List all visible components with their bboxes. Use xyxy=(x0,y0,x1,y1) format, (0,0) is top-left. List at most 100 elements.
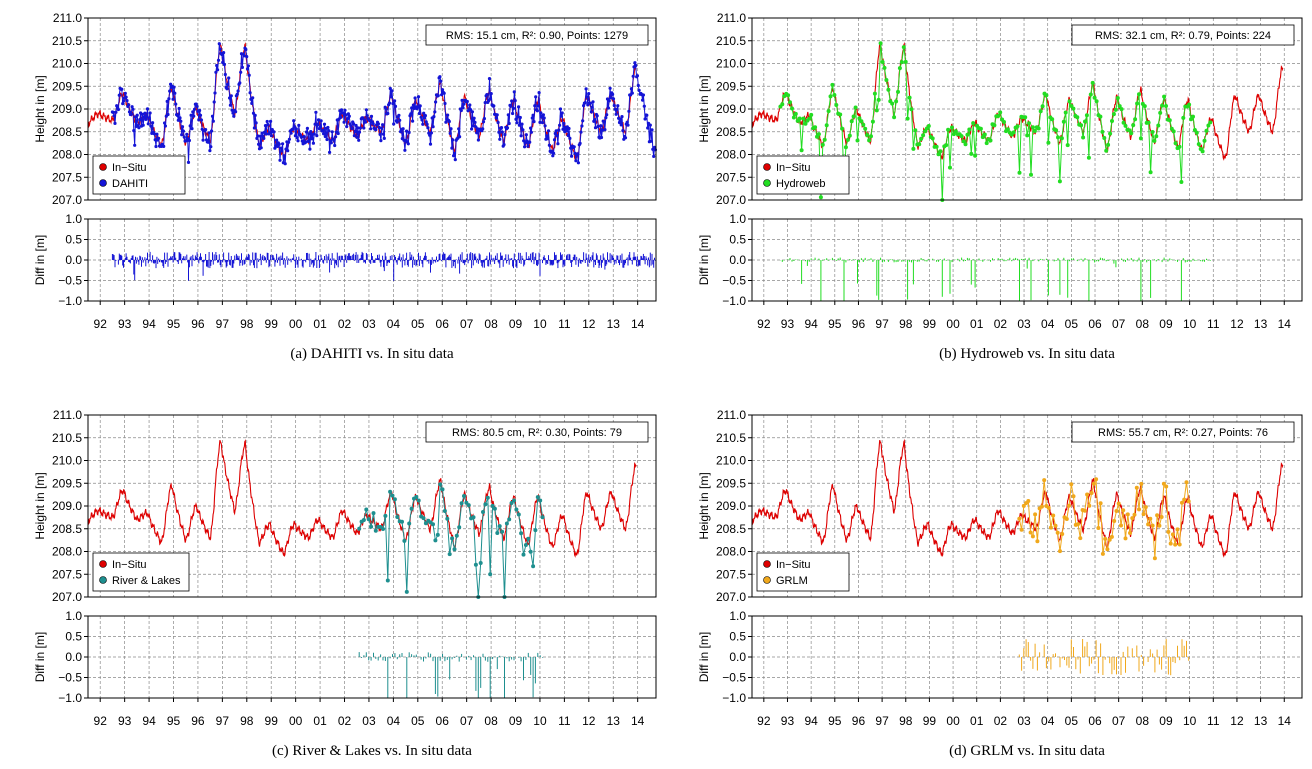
stats-text: RMS: 80.5 cm, R²: 0.30, Points: 79 xyxy=(452,427,622,439)
data-point xyxy=(216,68,219,71)
data-point xyxy=(531,116,534,119)
x-tick-label: 02 xyxy=(994,317,1008,331)
x-tick-label: 95 xyxy=(828,317,842,331)
data-point xyxy=(1205,129,1209,133)
data-point xyxy=(825,123,829,127)
data-point xyxy=(973,154,977,158)
y-tick-label: 211.0 xyxy=(717,408,746,422)
data-point xyxy=(283,154,286,157)
data-point xyxy=(316,123,319,126)
data-point xyxy=(526,537,530,541)
data-point xyxy=(794,112,798,116)
data-point xyxy=(1185,480,1189,484)
series-altimetry-points xyxy=(357,482,544,599)
y-tick-label: −1.0 xyxy=(58,294,82,308)
data-point xyxy=(510,99,513,102)
y-tick-label: 210.0 xyxy=(716,454,746,468)
chart-panel-2: 207.0207.5208.0208.5209.0209.5210.0210.5… xyxy=(697,11,1302,362)
data-point xyxy=(412,104,415,107)
data-point xyxy=(1131,123,1135,127)
y-tick-label: 0.0 xyxy=(729,650,746,664)
data-point xyxy=(114,111,117,114)
panel-caption: (d) GRLM vs. In situ data xyxy=(949,743,1105,759)
y-tick-label: 207.0 xyxy=(716,193,746,207)
data-point xyxy=(448,552,452,556)
data-point xyxy=(609,87,612,90)
data-point xyxy=(172,98,175,101)
data-point xyxy=(249,91,252,94)
legend-label-altimetry: DAHITI xyxy=(112,178,148,190)
data-point xyxy=(457,525,461,529)
data-point xyxy=(817,132,821,136)
data-point xyxy=(585,87,588,90)
data-point xyxy=(627,110,630,113)
data-point xyxy=(620,115,623,118)
y-tick-label: 0.5 xyxy=(729,630,746,644)
data-point xyxy=(1178,145,1182,149)
data-point xyxy=(969,152,973,156)
data-point xyxy=(212,120,215,123)
data-point xyxy=(881,60,885,64)
data-point xyxy=(560,115,563,118)
data-point xyxy=(383,514,387,518)
y-axis-label-diff: Diff in [m] xyxy=(33,235,47,285)
data-point xyxy=(1152,139,1156,143)
data-point xyxy=(457,127,460,130)
data-point xyxy=(178,107,181,110)
legend: In−SituDAHITI xyxy=(93,156,185,194)
x-tick-label: 08 xyxy=(1136,317,1150,331)
y-tick-label: 210.5 xyxy=(52,431,82,445)
data-point xyxy=(890,102,894,106)
data-point xyxy=(498,524,502,528)
data-point xyxy=(846,138,850,142)
data-point xyxy=(1035,539,1039,543)
data-point xyxy=(514,508,518,512)
data-point xyxy=(393,99,396,102)
data-point xyxy=(1025,133,1029,137)
data-point xyxy=(1191,115,1195,119)
data-point xyxy=(543,116,546,119)
x-tick-label: 92 xyxy=(94,317,108,331)
x-tick-label: 03 xyxy=(362,317,376,331)
data-point xyxy=(807,117,811,121)
data-point xyxy=(210,129,213,132)
data-point xyxy=(1135,102,1139,106)
data-point xyxy=(179,120,182,123)
data-point xyxy=(1129,131,1133,135)
data-point xyxy=(124,92,127,95)
x-tick-label: 10 xyxy=(533,714,547,728)
data-point xyxy=(168,90,171,93)
data-point xyxy=(497,131,500,134)
x-tick-label: 96 xyxy=(852,317,866,331)
data-point xyxy=(492,104,495,107)
data-point xyxy=(307,140,310,143)
data-point xyxy=(411,120,414,123)
data-point xyxy=(253,126,256,129)
x-tick-label: 11 xyxy=(558,317,571,331)
y-tick-label: −0.5 xyxy=(58,274,82,288)
data-point xyxy=(1095,99,1099,103)
data-point xyxy=(403,149,406,152)
data-point xyxy=(910,107,914,111)
data-point xyxy=(906,117,910,121)
data-point xyxy=(237,89,240,92)
data-point xyxy=(1201,149,1205,153)
data-point xyxy=(1101,552,1105,556)
data-point xyxy=(302,135,305,138)
data-point xyxy=(466,100,469,103)
data-point xyxy=(495,116,498,119)
data-point xyxy=(863,127,867,131)
x-tick-label: 06 xyxy=(436,317,450,331)
x-tick-label: 05 xyxy=(1065,714,1079,728)
data-point xyxy=(417,95,420,98)
data-point xyxy=(146,107,149,110)
data-point xyxy=(1148,517,1152,521)
data-point xyxy=(607,106,610,109)
data-point xyxy=(414,96,417,99)
x-tick-label: 93 xyxy=(781,714,795,728)
x-tick-label: 14 xyxy=(1278,714,1292,728)
data-point xyxy=(1031,125,1035,129)
x-tick-label: 07 xyxy=(1112,714,1126,728)
data-point xyxy=(188,139,191,142)
x-tick-label: 98 xyxy=(240,714,254,728)
